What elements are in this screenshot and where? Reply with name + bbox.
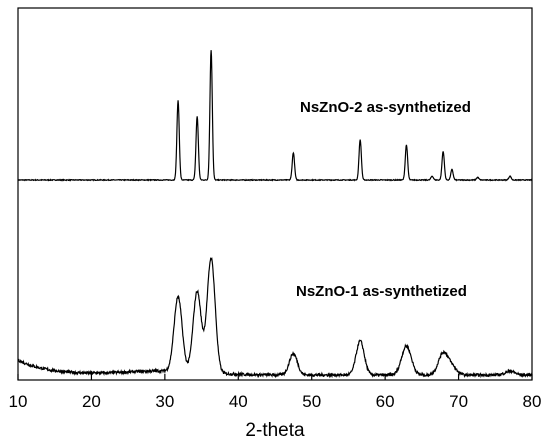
x-tick-label: 60 bbox=[376, 392, 395, 411]
x-tick-label: 80 bbox=[523, 392, 542, 411]
x-tick-label: 40 bbox=[229, 392, 248, 411]
series-label-nszno-1: NsZnO-1 as-synthetized bbox=[296, 283, 467, 300]
x-tick-label: 10 bbox=[9, 392, 28, 411]
x-tick-label: 50 bbox=[302, 392, 321, 411]
x-tick-label: 70 bbox=[449, 392, 468, 411]
x-axis-title: 2-theta bbox=[245, 420, 305, 441]
x-tick-label: 20 bbox=[82, 392, 101, 411]
plot-frame bbox=[17, 7, 533, 381]
series-lines bbox=[17, 50, 533, 379]
series-label-nszno-2: NsZnO-2 as-synthetized bbox=[300, 99, 471, 116]
series-line-nszno-1 bbox=[17, 257, 533, 379]
x-tick-label: 30 bbox=[155, 392, 174, 411]
x-axis-ticks: 10 20 30 40 50 60 70 80 bbox=[9, 374, 542, 411]
series-line-nszno-2 bbox=[17, 50, 533, 182]
